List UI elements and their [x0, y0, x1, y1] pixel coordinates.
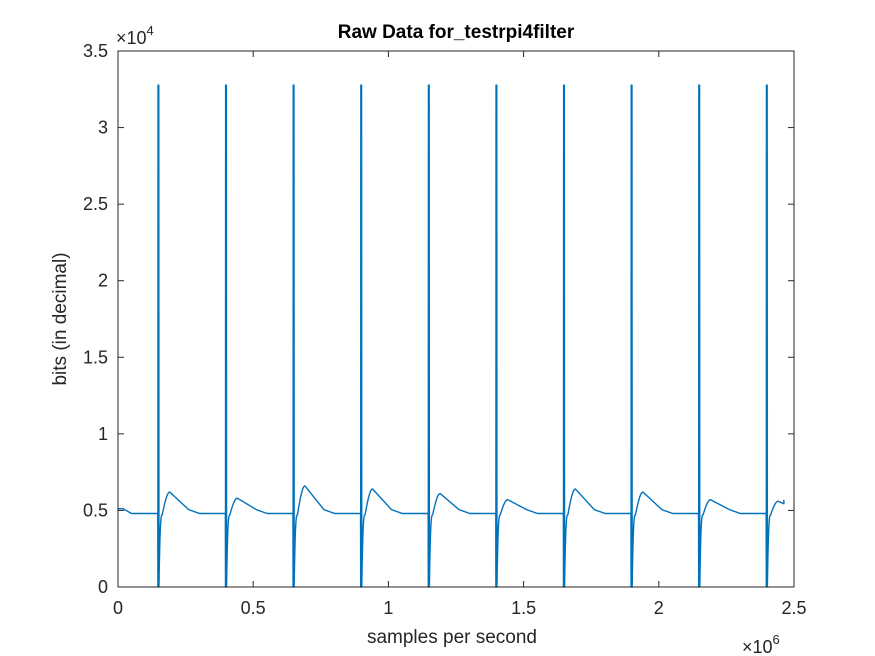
tick-labels-layer: 0 0.5 1 1.5 2 2.5 0 0.5 1 1.5 2 2.5 3 3.5 [83, 41, 807, 618]
x-tick-label: 1 [383, 598, 393, 618]
y-tick-label: 3 [98, 118, 108, 138]
y-exponent-power: 4 [147, 23, 154, 38]
y-tick-label: 1.5 [83, 347, 108, 367]
series-layer [117, 84, 785, 588]
y-tick-label: 1 [98, 424, 108, 444]
x-exponent-base: ×10 [742, 637, 773, 656]
x-tick-label: 1.5 [511, 598, 536, 618]
y-tick-label: 3.5 [83, 41, 108, 61]
plot-area [118, 51, 794, 587]
x-exponent-label: ×106 [742, 632, 780, 656]
y-exponent-label: ×104 [116, 23, 154, 48]
chart-title: Raw Data for_testrpi4filter [338, 22, 575, 43]
axes-box [117, 50, 795, 588]
x-axis-label: samples per second [367, 627, 537, 648]
y-tick-label: 2.5 [83, 194, 108, 214]
x-exponent-power: 6 [773, 632, 780, 647]
y-tick-label: 2 [98, 271, 108, 291]
ticks-layer [117, 50, 795, 588]
y-exponent-base: ×10 [116, 28, 147, 48]
y-tick-label: 0.5 [83, 500, 108, 520]
signal-series-line [117, 84, 785, 588]
y-tick-label: 0 [98, 577, 108, 597]
x-tick-label: 0 [113, 598, 123, 618]
y-axis-label: bits (in decimal) [50, 252, 71, 385]
x-tick-label: 0.5 [241, 598, 266, 618]
x-tick-label: 2.5 [781, 598, 806, 618]
x-tick-label: 2 [654, 598, 664, 618]
